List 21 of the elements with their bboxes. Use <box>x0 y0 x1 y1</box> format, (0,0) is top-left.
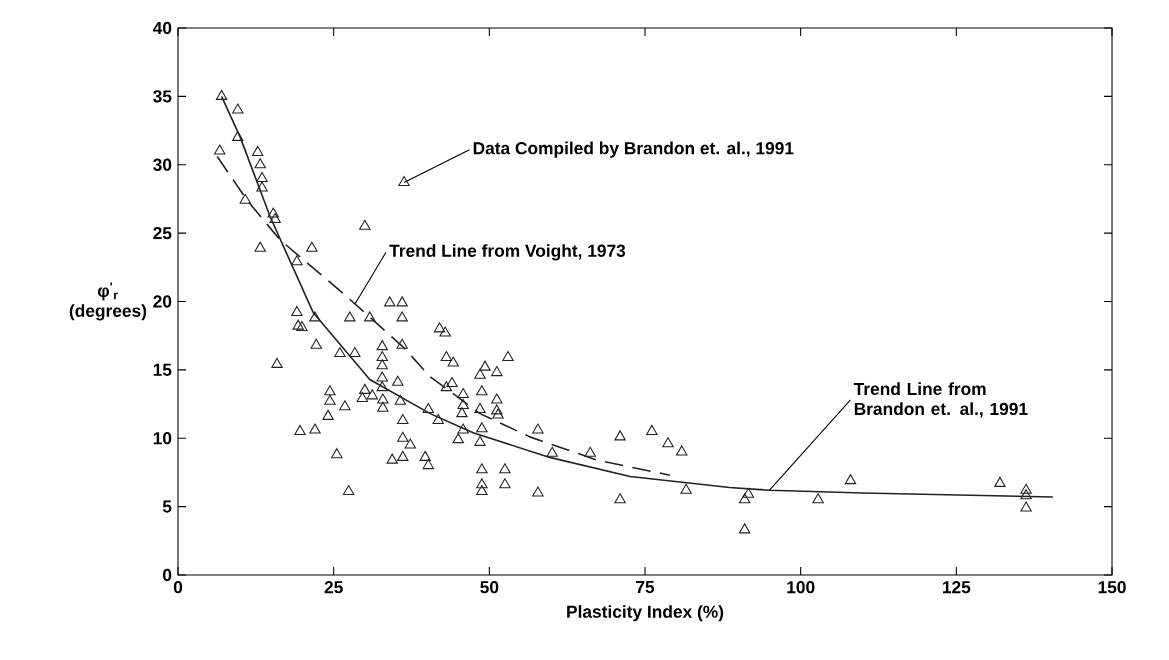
y-tick-label: 5 <box>162 500 172 513</box>
y-tick-label: 40 <box>152 21 172 35</box>
y-tick-label: 15 <box>153 363 172 376</box>
x-tick-label: 75 <box>636 581 655 594</box>
y-tick-label: 35 <box>153 90 172 103</box>
x-tick-label: 125 <box>942 581 971 594</box>
y-tick-label: 0 <box>163 568 172 582</box>
annotation: Data Compiled by Brandon et. al., 1991 <box>473 141 794 158</box>
annotation: Trend Line from Brandon et. al., 1991 <box>853 382 1028 418</box>
annotation: Trend Line from Voight, 1973 <box>389 244 626 261</box>
x-tick-label: 25 <box>324 581 343 594</box>
y-tick-label: 20 <box>153 295 172 308</box>
y-tick-label: 10 <box>153 432 172 445</box>
x-tick-label: 0 <box>173 581 183 594</box>
x-tick-label: 100 <box>787 581 815 594</box>
y-tick-label: 25 <box>153 226 172 240</box>
x-tick-label: 150 <box>1098 581 1126 594</box>
y-axis-title: φ$^{'}$r (degrees) <box>69 282 147 321</box>
y-tick-label: 30 <box>153 158 172 171</box>
x-axis-title: Plasticity Index (%) <box>567 605 724 622</box>
x-tick-label: 50 <box>480 581 499 594</box>
